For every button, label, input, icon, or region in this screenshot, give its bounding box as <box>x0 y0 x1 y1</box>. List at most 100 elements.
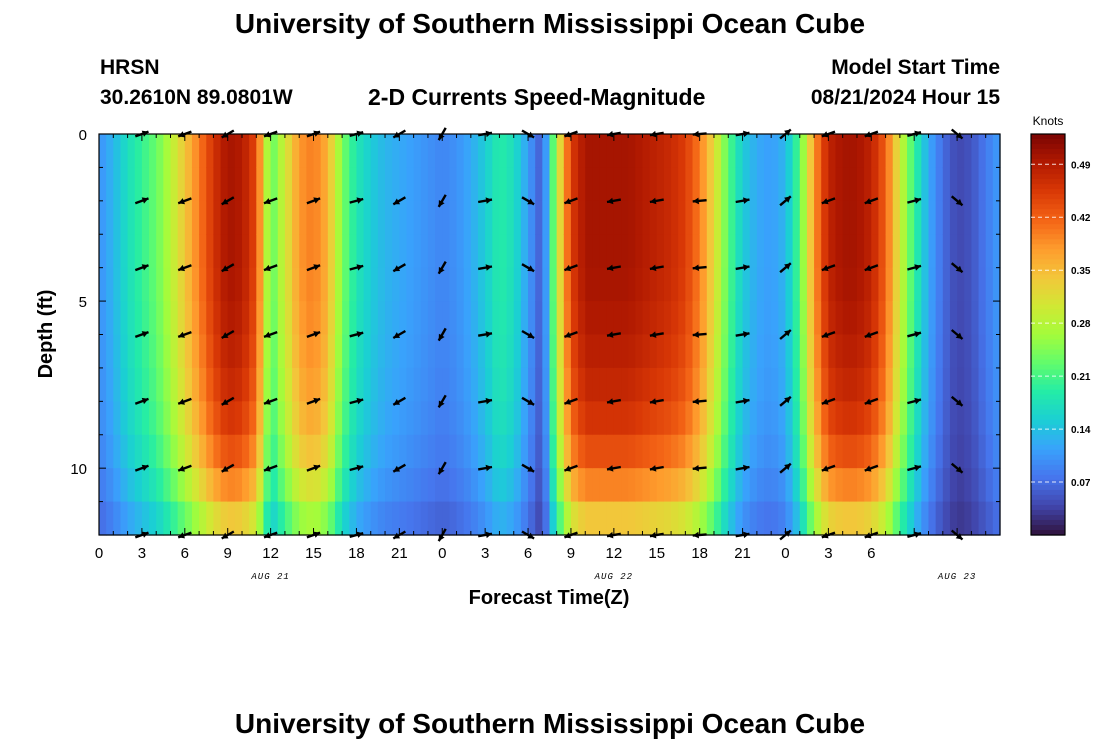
heatmap-cell <box>849 367 858 402</box>
current-vector <box>821 197 836 205</box>
vector-head <box>692 465 699 472</box>
heatmap-cell <box>578 267 586 302</box>
heatmap-cell <box>613 301 622 336</box>
colorbar-swatch <box>1031 244 1065 250</box>
current-vector <box>437 461 447 475</box>
heatmap-cell <box>735 367 744 402</box>
heatmap-cell <box>149 367 157 402</box>
heatmap-cell <box>828 334 837 369</box>
heatmap-cell <box>628 434 636 469</box>
heatmap-cell <box>206 468 215 503</box>
colorbar-swatch <box>1031 209 1065 215</box>
heatmap-cell <box>749 167 758 202</box>
heatmap-cell <box>685 167 694 202</box>
heatmap-cell <box>728 434 737 469</box>
heatmap-cell <box>449 434 458 469</box>
heatmap-cell <box>177 367 186 402</box>
heatmap-cell <box>542 301 551 336</box>
heatmap-cell <box>914 200 922 235</box>
heatmap-cell <box>778 401 787 436</box>
heatmap-cell <box>606 267 615 302</box>
heatmap-cell <box>635 334 644 369</box>
heatmap-cell <box>921 334 930 369</box>
heatmap-cell <box>685 468 694 503</box>
heatmap-cell <box>907 301 915 336</box>
heatmap-cell <box>914 167 922 202</box>
heatmap-cell <box>499 167 508 202</box>
heatmap-cell <box>256 367 265 402</box>
heatmap-cell <box>406 267 415 302</box>
heatmap-cell <box>635 267 644 302</box>
heatmap-cell <box>692 434 701 469</box>
current-vector <box>821 397 836 405</box>
heatmap-cell <box>299 167 307 202</box>
heatmap-cell <box>992 367 1001 402</box>
heatmap-cell <box>778 134 787 169</box>
current-vector <box>606 398 622 405</box>
heatmap-cell <box>978 468 987 503</box>
heatmap-cell <box>256 200 265 235</box>
heatmap-cell <box>899 267 908 302</box>
heatmap-cell <box>363 134 372 169</box>
heatmap-cell <box>892 367 901 402</box>
heatmap-cell <box>678 267 686 302</box>
heatmap-cell <box>206 301 215 336</box>
heatmap-cell <box>678 167 686 202</box>
heatmap-cell <box>921 167 930 202</box>
heatmap-cell <box>134 134 143 169</box>
heatmap-cell <box>256 401 265 436</box>
heatmap-cell <box>99 267 107 302</box>
heatmap-cell <box>957 134 965 169</box>
heatmap-cell <box>199 501 207 536</box>
heatmap-cell <box>449 468 458 503</box>
heatmap-cell <box>842 501 851 536</box>
current-vector <box>735 397 750 405</box>
heatmap-cell <box>556 167 565 202</box>
heatmap-cell <box>191 367 200 402</box>
heatmap-cell <box>177 301 186 336</box>
heatmap-cell <box>907 367 915 402</box>
current-vector <box>779 195 792 207</box>
heatmap-cell <box>957 468 965 503</box>
heatmap-cell <box>342 234 350 269</box>
heatmap-cell <box>656 134 665 169</box>
heatmap-cell <box>785 401 794 436</box>
heatmap-cell <box>928 301 937 336</box>
heatmap-cell <box>442 200 450 235</box>
heatmap-cell <box>978 134 987 169</box>
heatmap-cell <box>249 234 257 269</box>
heatmap-cell <box>306 501 315 536</box>
heatmap-cell <box>728 200 737 235</box>
heatmap-cell <box>342 167 350 202</box>
vector-head <box>438 200 445 207</box>
colorbar-swatch <box>1031 439 1065 446</box>
heatmap-cell <box>613 367 622 402</box>
current-vector <box>950 462 964 474</box>
colorbar-swatch <box>1031 489 1065 496</box>
heatmap-cell <box>242 367 250 402</box>
current-vector <box>392 263 407 273</box>
heatmap-cell <box>370 134 379 169</box>
current-vector <box>437 327 447 342</box>
current-vector <box>907 264 922 271</box>
heatmap-cell <box>320 434 329 469</box>
heatmap-cell <box>599 200 608 235</box>
heatmap-cell <box>356 134 365 169</box>
heatmap-cell <box>792 200 801 235</box>
heatmap-cell <box>535 234 543 269</box>
current-vector <box>692 197 707 205</box>
heatmap-cell <box>856 468 865 503</box>
heatmap-cell <box>749 501 758 536</box>
heatmap-cell <box>106 167 114 202</box>
heatmap-cell <box>270 234 279 269</box>
heatmap-cell <box>528 468 536 503</box>
heatmap-cell <box>835 468 844 503</box>
heatmap-cell <box>942 267 951 302</box>
current-vector <box>134 464 149 472</box>
heatmap-cell <box>334 367 343 402</box>
heatmap-cell <box>242 267 250 302</box>
heatmap-cell <box>492 367 501 402</box>
heatmap-cell <box>621 367 629 402</box>
heatmap-cell <box>535 134 543 169</box>
heatmap-cell <box>535 200 543 235</box>
